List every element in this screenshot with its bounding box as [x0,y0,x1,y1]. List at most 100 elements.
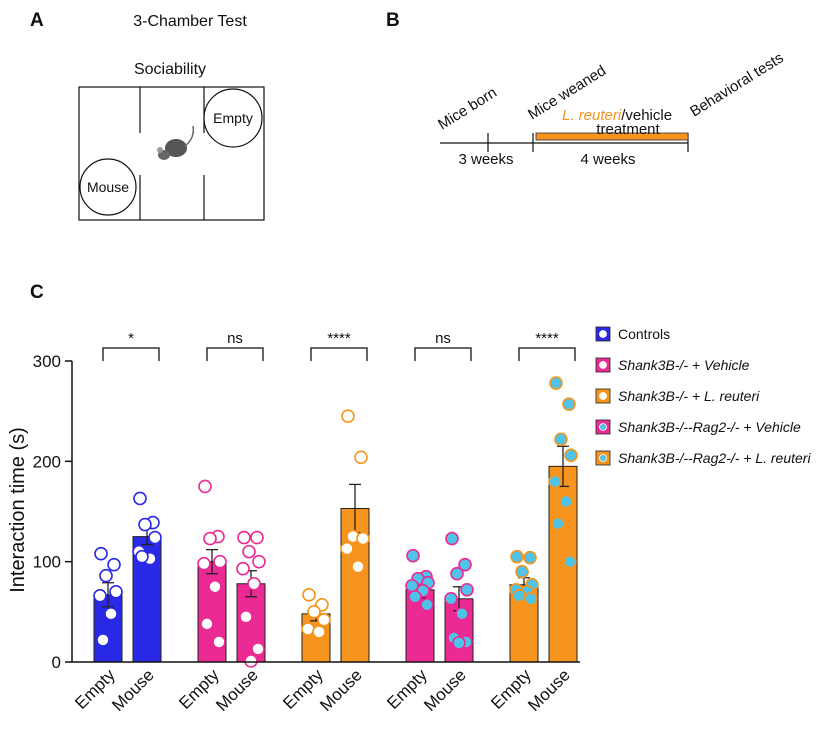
period-label: 4 weeks [580,151,635,168]
legend-label: Shank3B-/- + L. reuteri [618,388,760,404]
significance-bracket [518,347,576,361]
chamber-box [78,86,265,221]
data-point [406,548,420,563]
significance-label: ns [435,330,451,347]
data-point [236,561,250,576]
y-tick-label: 200 [33,452,61,471]
x-tick-label: Mouse [108,665,158,715]
data-point [237,530,251,545]
data-point [420,598,434,612]
period-label: 3 weeks [458,151,513,168]
data-point [554,432,568,447]
treatment-bar [535,132,689,141]
data-point [408,589,422,604]
circle-label: Empty [213,110,253,126]
treatment-label: L. reuteri/vehicle [562,107,672,124]
data-point [351,559,365,574]
mouse-icon [157,125,195,160]
data-point [312,625,326,639]
significance-label: **** [327,330,351,347]
data-point [452,636,466,650]
legend-marker [599,330,607,338]
x-tick-label: Mouse [524,665,574,715]
data-point [515,564,529,579]
legend-marker [599,392,607,400]
legend-label: Shank3B-/--Rag2-/- + Vehicle [618,419,801,435]
x-tick-label: Mouse [316,665,366,715]
data-point [302,587,316,602]
data-point [551,516,565,531]
data-point [458,557,472,572]
data-point [455,607,469,621]
data-point [212,635,226,649]
data-point [524,591,538,606]
significance-bracket [310,347,368,361]
data-point [148,530,162,545]
data-point [239,610,253,624]
data-point [559,494,573,509]
significance-label: **** [535,330,559,347]
legend-label: Shank3B-/- + Vehicle [618,357,750,373]
legend-marker [599,361,607,369]
data-point [96,633,110,647]
treatment-label: treatment [596,121,660,138]
data-point [93,588,107,603]
data-point [133,491,147,506]
data-point [135,549,149,564]
panel-label: C [30,282,44,303]
data-point [548,474,562,489]
legend-label: Controls [618,326,670,342]
data-point [99,568,113,583]
data-point [444,591,458,606]
data-point [198,479,212,494]
treatment-rest: /vehicle [621,107,672,124]
y-tick-label: 300 [33,352,61,371]
circle-label: Mouse [87,179,129,195]
data-point [340,541,354,556]
data-point [247,576,261,591]
event-label: Behavioral tests [687,49,787,120]
legend-marker [599,454,607,462]
panel-label: B [386,10,400,31]
data-point [107,557,121,572]
data-point [197,556,211,571]
data-point [242,544,256,559]
data-point [512,588,526,603]
data-point [109,584,123,599]
data-point [354,450,368,465]
panel-subtitle: Sociability [134,61,206,78]
data-point [244,654,258,668]
data-point [208,579,222,594]
legend-marker [599,423,607,431]
data-point [251,642,265,656]
data-point [563,554,577,569]
data-point [301,622,315,636]
significance-label: * [128,330,134,347]
y-axis-title: Interaction time (s) [7,427,29,593]
y-tick-label: 0 [52,653,61,672]
data-point [460,582,474,597]
y-tick-label: 100 [33,553,61,572]
data-point [405,578,419,593]
data-point [450,566,464,581]
data-point [341,409,355,423]
x-tick-label: Mouse [420,665,470,715]
significance-bracket [206,347,264,361]
x-tick-label: Mouse [212,665,262,715]
data-point [203,531,217,546]
data-point [549,376,563,390]
treatment-drug: L. reuteri [562,107,622,124]
data-point [307,605,321,619]
significance-bracket [102,347,160,361]
significance-label: ns [227,330,243,347]
data-point [317,613,331,627]
timeline [440,133,689,152]
data-point [138,517,152,532]
data-point [94,546,108,561]
data-point [356,531,370,546]
significance-bracket [414,347,472,361]
event-label: Mice born [435,84,500,133]
data-point [213,554,227,569]
data-point [200,617,214,631]
